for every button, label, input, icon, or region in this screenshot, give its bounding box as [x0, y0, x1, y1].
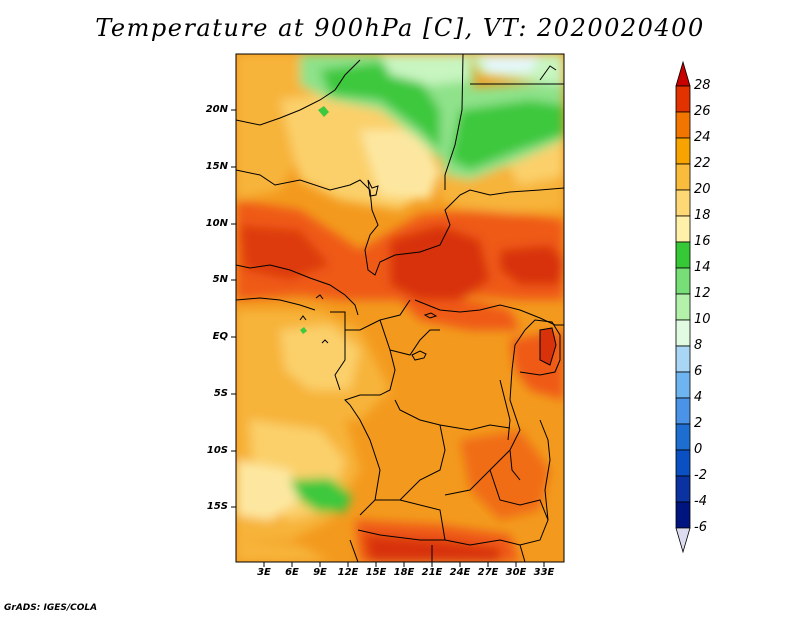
country-borders — [236, 54, 564, 562]
lat-label: EQ — [212, 331, 228, 342]
colorbar-label: 28 — [694, 78, 711, 93]
colorbar-label: -4 — [694, 494, 707, 509]
lon-label: 15E — [365, 567, 387, 578]
lat-label: 5S — [213, 388, 228, 399]
lat-label: 10N — [205, 218, 228, 229]
colorbar-min-arrow — [675, 527, 691, 554]
colorbar-label: 8 — [694, 338, 703, 353]
colorbar-max-arrow — [675, 60, 691, 87]
lat-label: 15N — [205, 161, 228, 172]
colorbar-label: 14 — [694, 260, 711, 275]
lat-label: 15S — [206, 501, 228, 512]
lat-label: 5N — [212, 274, 228, 285]
lon-label: 6E — [285, 567, 299, 578]
colorbar-swatch — [675, 215, 691, 243]
colorbar-label: 2 — [694, 416, 703, 431]
colorbar-swatch — [675, 501, 691, 529]
colorbar-label: 16 — [694, 234, 711, 249]
lon-label: 18E — [393, 567, 415, 578]
colorbar-label: 4 — [694, 390, 703, 405]
colorbar-label: 20 — [694, 182, 711, 197]
colorbar-label: -2 — [694, 468, 707, 483]
lat-ticks — [231, 109, 236, 508]
colorbar-swatch — [675, 423, 691, 451]
lon-label: 27E — [477, 567, 499, 578]
colorbar-swatch — [675, 137, 691, 165]
map-title: Temperature at 900hPa [C], VT: 202002040… — [95, 14, 705, 42]
lon-label: 33E — [533, 567, 555, 578]
lat-label: 10S — [206, 445, 228, 456]
colorbar-label: 0 — [694, 442, 703, 457]
lon-ticks — [263, 562, 545, 567]
colorbar-label: 22 — [694, 156, 711, 171]
colorbar-swatch — [675, 371, 691, 399]
colorbar-label: 12 — [694, 286, 711, 301]
lon-label: 3E — [257, 567, 271, 578]
lon-label: 21E — [421, 567, 443, 578]
colorbar-label: 26 — [694, 104, 711, 119]
colorbar-swatch — [675, 449, 691, 477]
colorbar-swatch — [675, 189, 691, 217]
colorbar-label: 24 — [694, 130, 711, 145]
colorbar-label: -6 — [694, 520, 707, 535]
colorbar-swatch — [675, 85, 691, 113]
temperature-field — [236, 54, 564, 562]
colorbar-swatch — [675, 293, 691, 321]
lon-label: 30E — [505, 567, 527, 578]
colorbar-label: 6 — [694, 364, 703, 379]
colorbar-swatch — [675, 345, 691, 373]
colorbar-swatch — [675, 267, 691, 295]
colorbar-swatch — [675, 241, 691, 269]
lat-label: 20N — [205, 104, 228, 115]
lon-label: 12E — [337, 567, 359, 578]
colorbar-swatch — [675, 163, 691, 191]
colorbar-label: 18 — [694, 208, 711, 223]
lon-label: 9E — [313, 567, 327, 578]
colorbar-swatch — [675, 111, 691, 139]
colorbar-swatch — [675, 475, 691, 503]
colorbar-swatch — [675, 319, 691, 347]
colorbar — [675, 60, 691, 554]
map-frame — [235, 53, 565, 563]
colorbar-swatch — [675, 397, 691, 425]
colorbar-label: 10 — [694, 312, 711, 327]
lon-label: 24E — [449, 567, 471, 578]
grads-credit: GrADS: IGES/COLA — [4, 603, 98, 613]
